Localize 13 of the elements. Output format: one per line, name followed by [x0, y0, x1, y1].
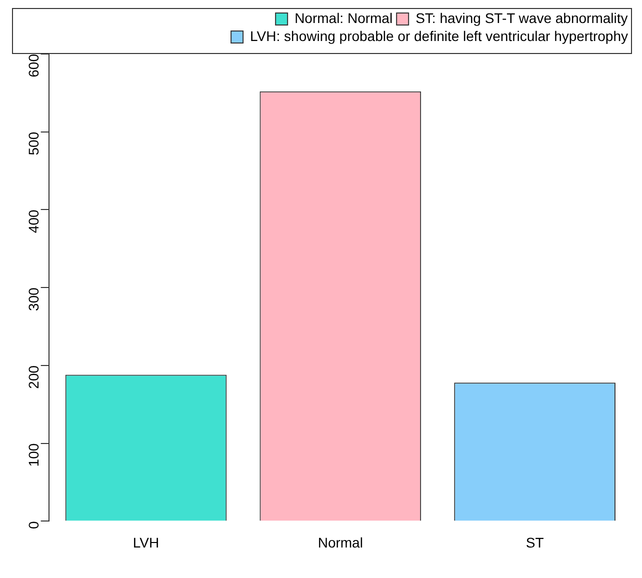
x-tick-label: LVH [132, 534, 160, 550]
legend-label: Normal: Normal [294, 10, 393, 26]
y-tick-label: 400 [26, 210, 42, 234]
x-tick-label: Normal [318, 534, 363, 550]
y-tick-label: 600 [26, 54, 42, 78]
y-tick-label: 100 [26, 443, 42, 467]
y-tick-label: 200 [26, 365, 42, 389]
legend-label: LVH: showing probable or definite left ventricular hypertrophy [250, 28, 628, 44]
y-tick-label: 300 [26, 287, 42, 311]
y-tick-label: 500 [26, 132, 42, 156]
legend-label: ST: having ST-T wave abnormality [416, 10, 628, 26]
x-tick-label: ST [526, 534, 544, 550]
y-tick-label: 0 [26, 520, 42, 529]
